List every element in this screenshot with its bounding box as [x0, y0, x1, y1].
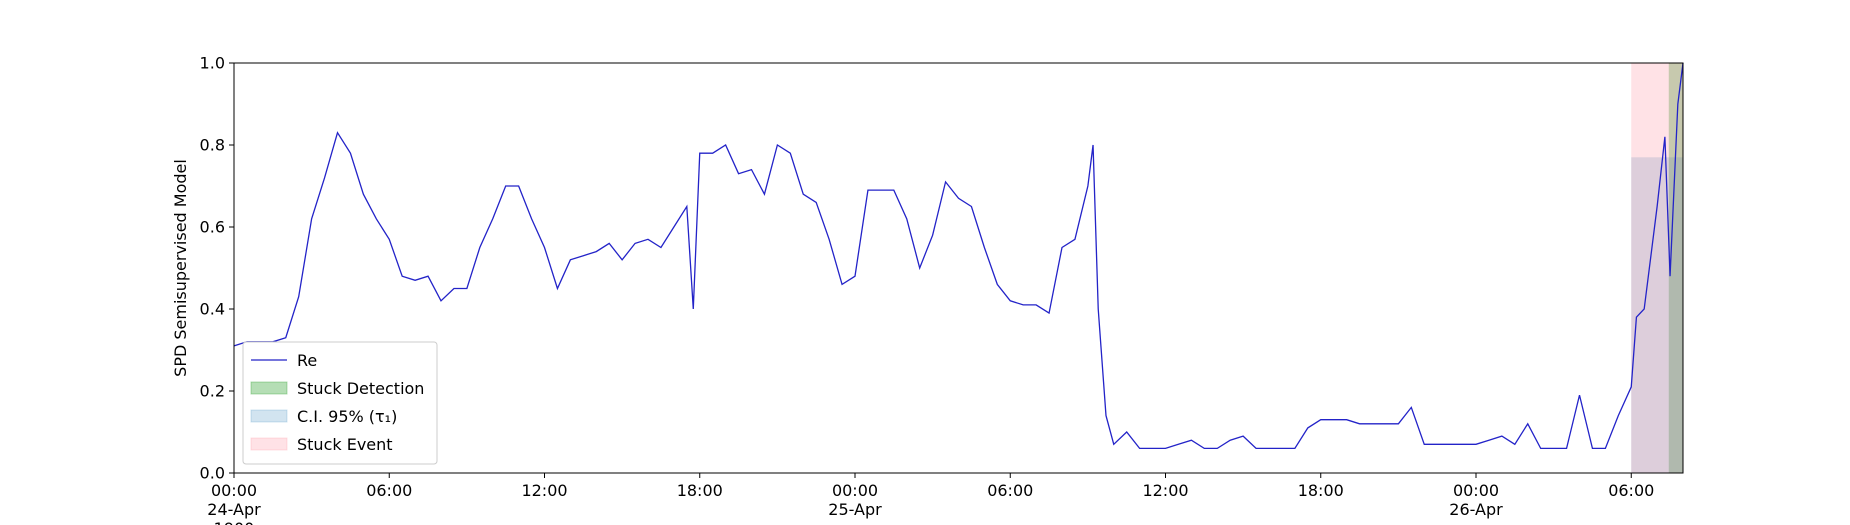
- y-tick-label: 0.6: [200, 218, 225, 237]
- x-tick-label: 00:00 26-Apr: [1449, 481, 1503, 519]
- legend-label: Stuck Event: [297, 435, 393, 454]
- legend-patch: [250, 381, 288, 395]
- x-tick-label: 12:00: [1142, 481, 1188, 500]
- span: [1631, 63, 1683, 473]
- x-tick-label: 00:00 25-Apr: [828, 481, 882, 519]
- y-tick-label: 0.2: [200, 382, 225, 401]
- y-tick-label: 1.0: [200, 54, 225, 73]
- y-tick-label: 0.0: [200, 464, 225, 483]
- x-tick-label: 06:00: [1608, 481, 1654, 500]
- y-tick-label: 0.4: [200, 300, 225, 319]
- x-tick-label: 12:00: [521, 481, 567, 500]
- y-axis-label: SPD Semisupervised Model: [171, 159, 190, 377]
- span: [1668, 63, 1683, 473]
- legend-patch: [250, 437, 288, 451]
- legend-label: C.I. 95% (τ₁): [297, 407, 397, 426]
- legend-label: Re: [297, 351, 317, 370]
- axes-frame: [233, 62, 1684, 474]
- line: [233, 62, 1684, 450]
- legend-box: [242, 341, 438, 465]
- x-tick-label: 06:00: [987, 481, 1033, 500]
- x-tick-label: 18:00: [677, 481, 723, 500]
- legend: Re Stuck Detection C.I. 95% (τ₁) Stuck Even…: [242, 341, 438, 465]
- x-tick-label: 06:00: [366, 481, 412, 500]
- x-tick-label: 18:00: [1298, 481, 1344, 500]
- legend-patch: [250, 409, 288, 423]
- legend-label: Stuck Detection: [297, 379, 424, 398]
- y-tick-label: 0.8: [200, 136, 225, 155]
